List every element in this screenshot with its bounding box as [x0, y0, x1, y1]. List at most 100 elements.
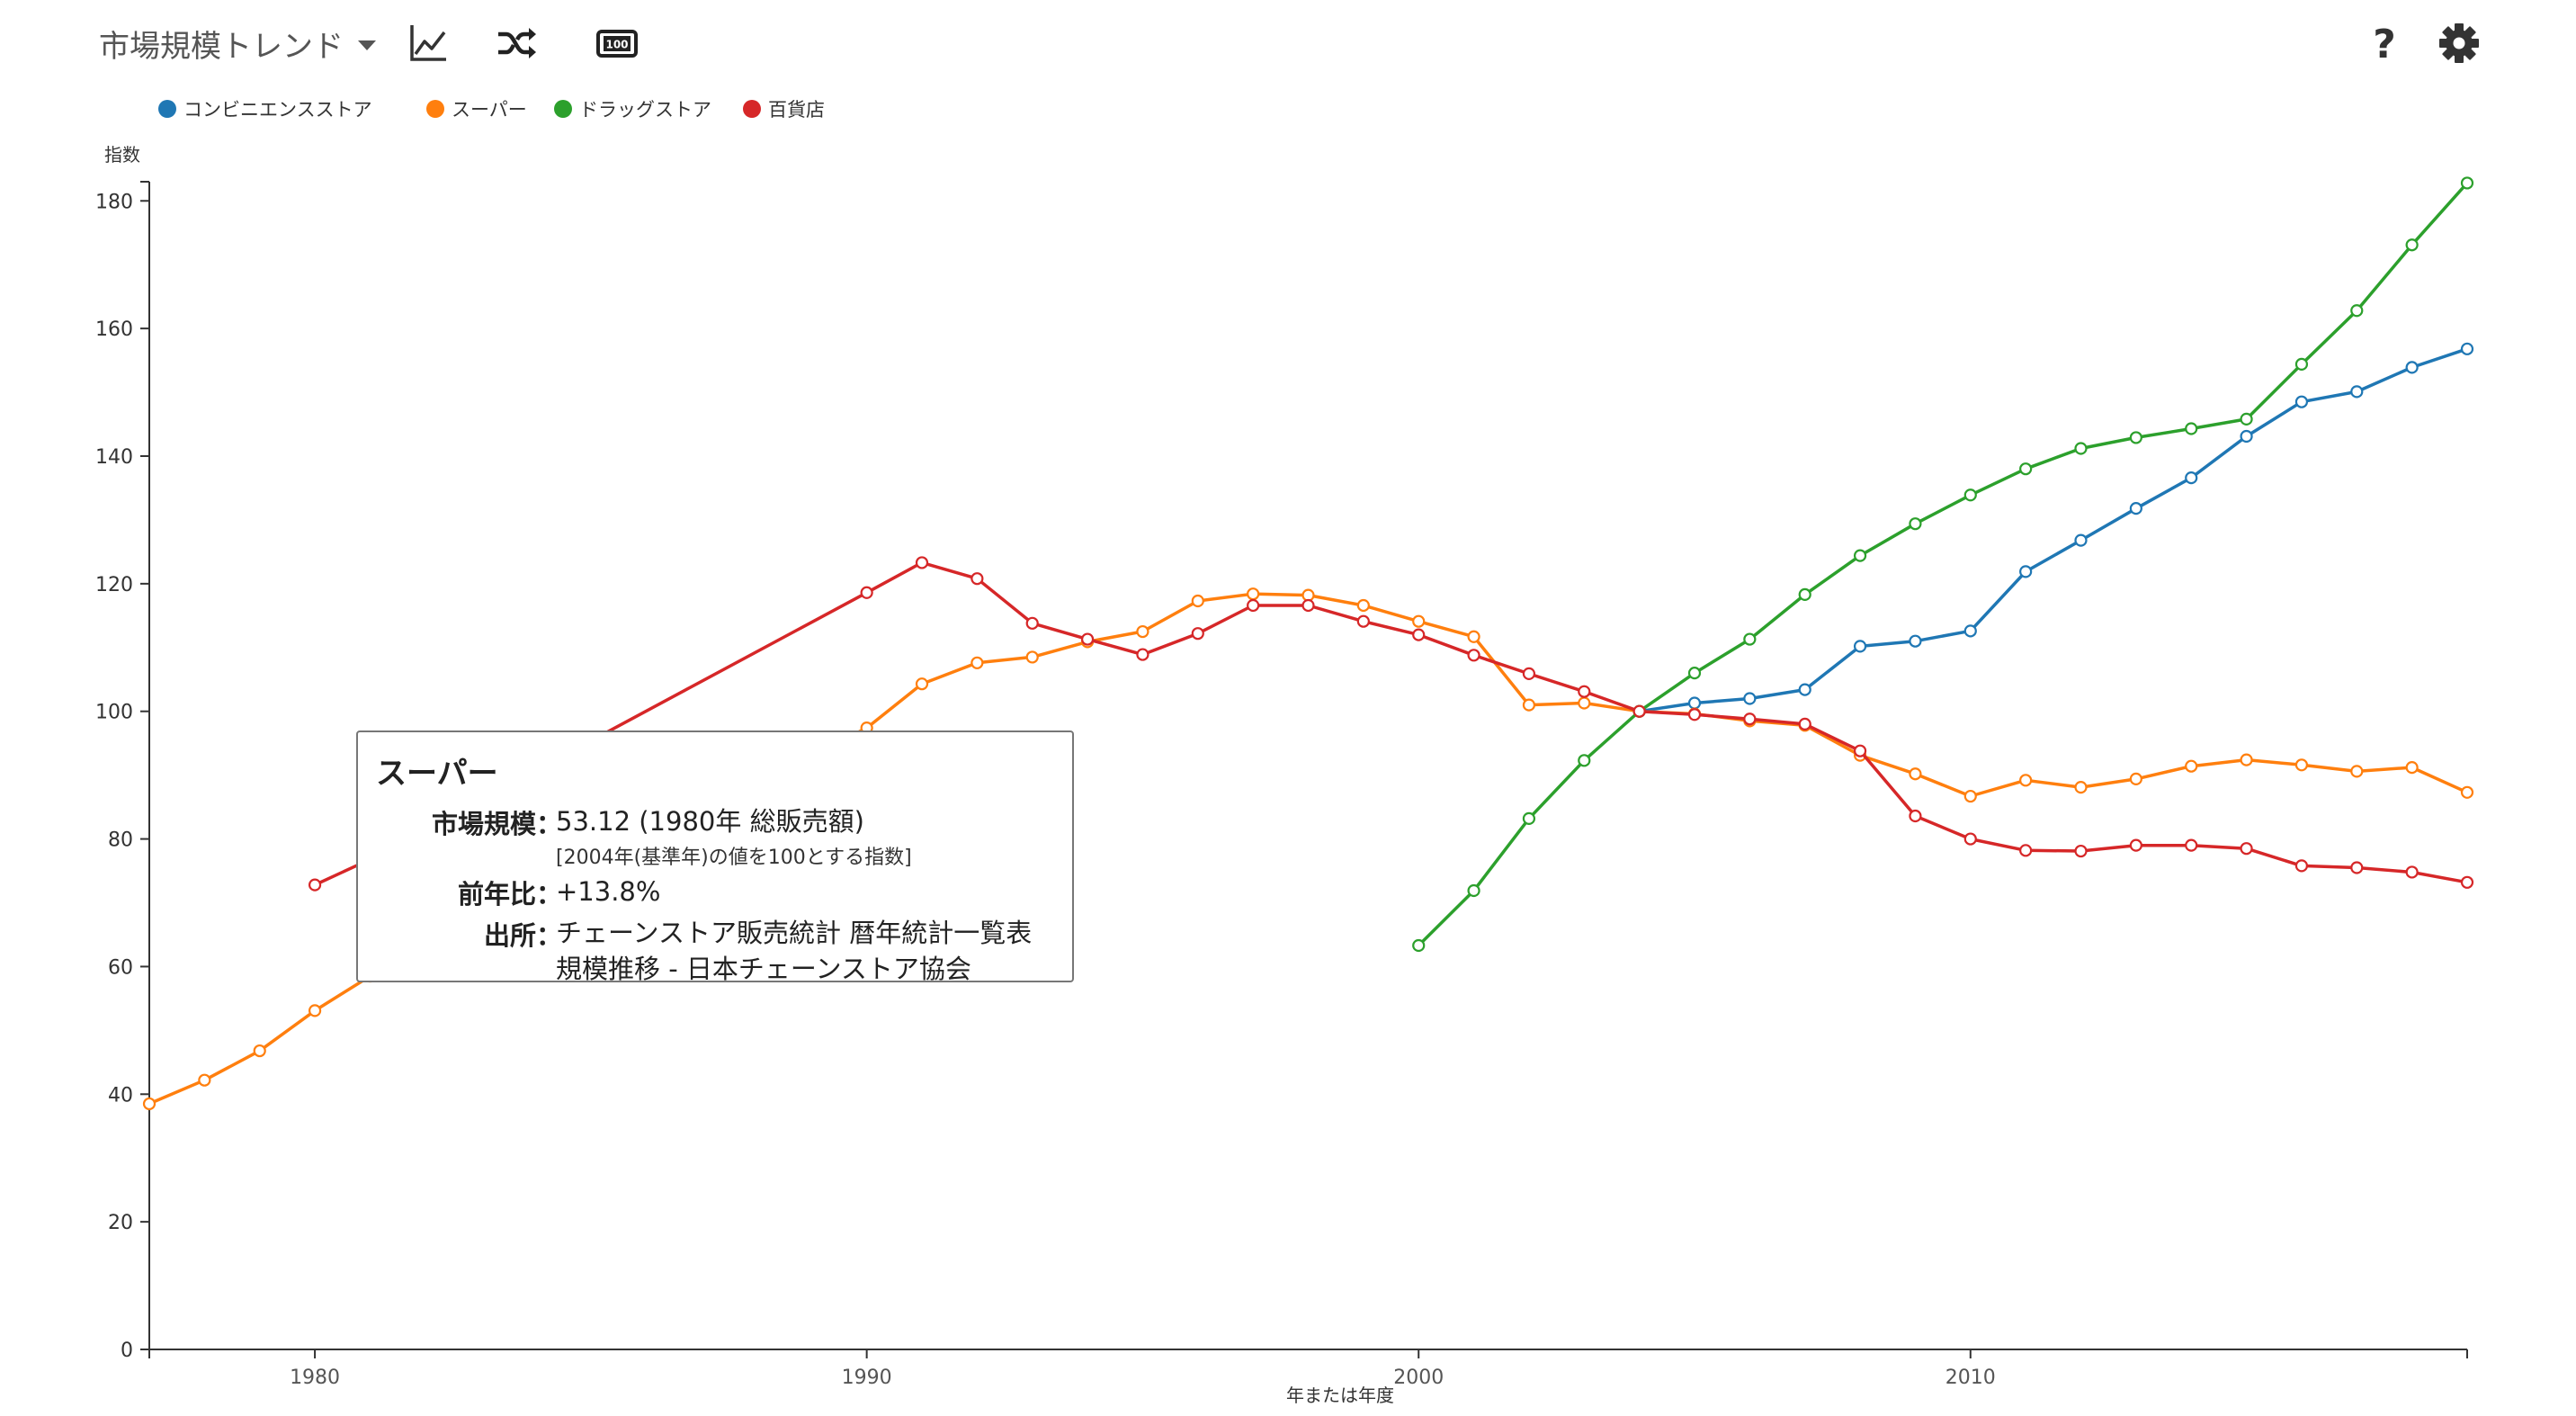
tooltip-size-value: 53.12 (1980年 総販売額) [556, 806, 864, 837]
data-point [142, 1097, 157, 1111]
data-point [1136, 624, 1149, 639]
data-point [860, 586, 873, 599]
data-point [2074, 781, 2088, 794]
series-3 [308, 556, 2474, 892]
y-axis-label: 指数 [104, 144, 140, 166]
tooltip-size-note: [2004年(基準年)の値を100とする指数] [556, 847, 912, 869]
y-tick-label: 140 [95, 446, 133, 469]
data-point [1578, 696, 1591, 710]
data-point [1412, 614, 1426, 628]
data-point [1909, 634, 1922, 648]
data-point [2185, 838, 2198, 852]
data-point [2074, 442, 2088, 455]
data-point [1632, 704, 1646, 718]
data-point [253, 1044, 266, 1058]
data-point [1522, 811, 1536, 825]
legend-dot [554, 100, 572, 118]
caret-down-icon [358, 40, 376, 50]
data-point [1191, 627, 1204, 641]
y-tick-label: 160 [95, 318, 133, 341]
y-tick-label: 120 [95, 574, 133, 596]
x-axis-label: 年または年度 [1286, 1385, 1394, 1406]
legend-item-super[interactable]: スーパー [426, 95, 527, 122]
data-point [2019, 565, 2033, 578]
tooltip-size-label: 市場規模 [431, 809, 536, 839]
y-tick-label: 100 [95, 702, 133, 724]
data-point [1963, 624, 1977, 638]
tooltip-row-size: 市場規模 ： 53.12 (1980年 総販売額) [376, 803, 1054, 841]
chart-selector-dropdown[interactable]: 市場規模トレンド [99, 22, 376, 66]
tooltip-yoy-label: 前年比 [457, 879, 536, 910]
legend-item-drugstore[interactable]: ドラッグストア [554, 95, 711, 122]
data-point [1412, 628, 1426, 641]
line-chart-icon[interactable] [407, 22, 450, 65]
data-point [1743, 712, 1757, 726]
data-point [2294, 357, 2309, 371]
chart-selector-label: 市場規模トレンド [99, 29, 344, 65]
data-point [1798, 587, 1811, 602]
data-point [2294, 859, 2309, 873]
data-point [1963, 789, 1977, 803]
data-point [1743, 692, 1757, 705]
tooltip-source-value: チェーンストア販売統計 暦年統計一覧表 規模推移 - 日本チェーンストア協会 [556, 918, 1033, 984]
data-point [1301, 588, 1315, 602]
data-point [970, 656, 984, 669]
data-point [2019, 774, 2033, 787]
series-2 [1412, 176, 2474, 953]
data-point [2074, 844, 2088, 858]
data-point [2129, 772, 2142, 785]
data-point [1025, 650, 1039, 664]
legend-dot [743, 100, 761, 118]
data-point [2405, 865, 2419, 879]
y-tick-label: 0 [121, 1340, 133, 1362]
data-point [2240, 842, 2253, 856]
y-tick-label: 20 [108, 1212, 133, 1234]
x-tick-label: 1990 [842, 1367, 892, 1389]
tooltip-row-source: 出所 ： チェーンストア販売統計 暦年統計一覧表 規模推移 - 日本チェーンスト… [376, 915, 1054, 987]
data-point [1687, 667, 1702, 680]
x-tick-label: 2010 [1945, 1367, 1996, 1389]
data-point [1025, 616, 1039, 630]
data-point [1909, 809, 1922, 823]
legend-item-department[interactable]: 百貨店 [743, 95, 825, 122]
data-point [198, 1073, 211, 1087]
data-point [2185, 422, 2198, 435]
tooltip-yoy-value: +13.8% [556, 876, 661, 907]
100-index-icon[interactable]: 100 [595, 22, 639, 65]
series-line [1639, 347, 2468, 713]
data-point [2350, 765, 2364, 778]
data-point [1247, 598, 1260, 613]
data-point [2460, 342, 2474, 355]
data-point [2240, 429, 2253, 444]
data-point [1522, 698, 1536, 712]
data-point [2019, 462, 2033, 476]
x-tick-label: 2000 [1393, 1367, 1444, 1389]
gear-icon[interactable] [2437, 22, 2481, 65]
data-point [1578, 754, 1591, 767]
data-point [2240, 412, 2253, 426]
data-point [1356, 614, 1370, 628]
y-tick-label: 80 [108, 829, 133, 852]
data-point [2240, 753, 2253, 766]
data-point [1356, 598, 1370, 613]
data-point [1191, 594, 1204, 608]
data-point [970, 572, 984, 586]
shuffle-icon[interactable] [495, 22, 538, 65]
data-point [1467, 630, 1480, 643]
data-point [2405, 761, 2419, 775]
legend-item-convenience[interactable]: コンビニエンスストア [158, 95, 372, 122]
data-point [2185, 471, 2198, 485]
toolbar: 市場規模トレンド 100 ? [0, 0, 2576, 86]
svg-text:?: ? [2373, 22, 2396, 65]
tooltip-separator: ： [536, 809, 563, 839]
data-point [1743, 632, 1757, 646]
data-point [2129, 838, 2142, 852]
tooltip-title: スーパー [376, 756, 498, 792]
help-icon[interactable]: ? [2363, 22, 2406, 67]
data-point [1853, 549, 1867, 562]
data-point [2074, 533, 2088, 547]
legend-label: 百貨店 [768, 99, 825, 121]
data-point [1247, 587, 1260, 601]
data-point [1853, 744, 1867, 757]
